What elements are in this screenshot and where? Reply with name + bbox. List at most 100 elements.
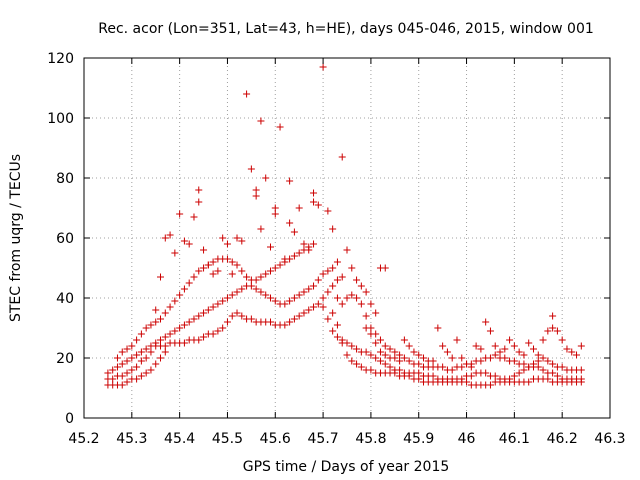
data-point xyxy=(376,348,384,356)
data-point xyxy=(573,351,581,359)
data-point xyxy=(525,339,533,347)
x-tick-label: 46.2 xyxy=(547,431,578,447)
data-point xyxy=(233,234,241,242)
data-point xyxy=(209,270,217,278)
data-point xyxy=(376,357,384,365)
data-point xyxy=(362,324,370,332)
data-point xyxy=(219,324,227,332)
data-point xyxy=(367,351,375,359)
data-point xyxy=(381,360,389,368)
x-tick-label: 45.2 xyxy=(68,431,99,447)
data-point xyxy=(200,246,208,254)
data-point xyxy=(534,363,542,371)
data-point xyxy=(367,366,375,374)
data-point xyxy=(137,348,145,356)
data-point xyxy=(324,288,332,296)
data-point xyxy=(357,282,365,290)
x-tick-label: 45.8 xyxy=(355,431,386,447)
data-point xyxy=(400,354,408,362)
data-point xyxy=(185,240,193,248)
data-point xyxy=(238,312,246,320)
data-point xyxy=(252,186,260,194)
data-point xyxy=(137,372,145,380)
data-point xyxy=(539,366,547,374)
data-point xyxy=(415,351,423,359)
y-tick-label: 80 xyxy=(56,171,74,187)
data-point xyxy=(386,363,394,371)
data-point xyxy=(549,360,557,368)
data-point xyxy=(553,372,561,380)
data-point xyxy=(529,345,537,353)
data-point xyxy=(463,360,471,368)
data-point xyxy=(486,327,494,335)
data-point xyxy=(247,165,255,173)
data-point xyxy=(353,345,361,353)
data-point xyxy=(338,273,346,281)
data-point xyxy=(553,327,561,335)
data-point xyxy=(118,360,126,368)
data-point xyxy=(257,288,265,296)
data-point xyxy=(271,210,279,218)
data-point xyxy=(137,330,145,338)
data-point xyxy=(209,303,217,311)
data-point xyxy=(161,309,169,317)
data-point xyxy=(104,369,112,377)
data-point xyxy=(310,282,318,290)
data-point xyxy=(391,369,399,377)
x-tick-label: 45.3 xyxy=(116,431,147,447)
data-point xyxy=(448,366,456,374)
data-point xyxy=(510,372,518,380)
data-point xyxy=(300,309,308,317)
data-point xyxy=(386,345,394,353)
data-point xyxy=(128,342,136,350)
data-point xyxy=(195,186,203,194)
data-point xyxy=(467,363,475,371)
data-point xyxy=(214,300,222,308)
data-point xyxy=(290,294,298,302)
data-point xyxy=(482,369,490,377)
data-point xyxy=(118,372,126,380)
data-point xyxy=(228,291,236,299)
data-point xyxy=(152,306,160,314)
data-point xyxy=(362,312,370,320)
data-point xyxy=(185,279,193,287)
data-point xyxy=(142,324,150,332)
x-axis: 45.2 45.3 45.4 45.5 45.6 45.7 45.8 45.9 46 46.1 46… xyxy=(68,58,626,447)
data-point xyxy=(333,321,341,329)
data-point xyxy=(223,318,231,326)
data-point xyxy=(176,210,184,218)
data-point xyxy=(257,117,265,125)
y-axis: 0 20 40 60 80 100 120 xyxy=(47,51,610,427)
data-point xyxy=(329,264,337,272)
data-point xyxy=(257,225,265,233)
data-point xyxy=(348,291,356,299)
data-point xyxy=(180,321,188,329)
x-tick-label: 46.1 xyxy=(499,431,530,447)
data-point xyxy=(262,291,270,299)
data-point xyxy=(549,369,557,377)
data-point xyxy=(204,306,212,314)
data-point xyxy=(333,333,341,341)
data-point xyxy=(391,354,399,362)
data-point xyxy=(405,357,413,365)
data-point xyxy=(128,366,136,374)
data-point xyxy=(310,240,318,248)
data-points xyxy=(104,63,585,389)
data-point xyxy=(310,303,318,311)
data-point xyxy=(310,189,318,197)
data-point xyxy=(290,252,298,260)
data-point xyxy=(152,318,160,326)
data-point xyxy=(228,258,236,266)
data-point xyxy=(515,348,523,356)
y-tick-label: 120 xyxy=(47,51,74,67)
data-point xyxy=(477,345,485,353)
data-point xyxy=(420,354,428,362)
data-point xyxy=(252,192,260,200)
data-point xyxy=(367,300,375,308)
data-point xyxy=(338,300,346,308)
data-point xyxy=(324,267,332,275)
data-point xyxy=(458,354,466,362)
data-point xyxy=(367,330,375,338)
data-point xyxy=(496,348,504,356)
grid-lines xyxy=(84,58,610,418)
